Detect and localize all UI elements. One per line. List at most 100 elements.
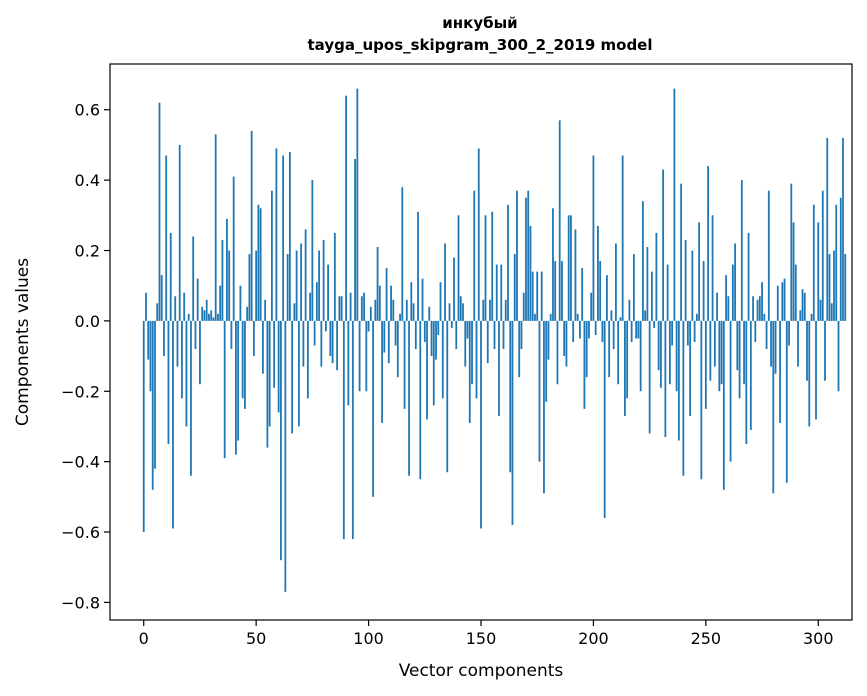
bar bbox=[253, 320, 255, 357]
bar bbox=[446, 320, 449, 473]
bar bbox=[763, 313, 766, 321]
bar bbox=[320, 320, 323, 367]
bar bbox=[342, 320, 345, 540]
bar bbox=[531, 271, 534, 321]
bar bbox=[221, 239, 224, 321]
bar bbox=[306, 320, 309, 399]
bar bbox=[286, 254, 289, 321]
bar bbox=[392, 299, 395, 321]
bar bbox=[700, 320, 703, 480]
bar bbox=[428, 306, 431, 321]
bar bbox=[774, 320, 777, 374]
bar bbox=[646, 246, 649, 321]
bar bbox=[151, 320, 154, 490]
bar bbox=[803, 292, 806, 321]
bar bbox=[158, 102, 161, 321]
bar bbox=[477, 148, 480, 321]
bar bbox=[356, 88, 359, 321]
bar bbox=[650, 271, 653, 321]
bar bbox=[163, 320, 165, 357]
bar bbox=[772, 320, 775, 494]
bar bbox=[621, 155, 624, 321]
bar bbox=[410, 282, 413, 321]
bar bbox=[677, 320, 680, 441]
bar bbox=[268, 320, 271, 427]
bar bbox=[331, 320, 334, 364]
bar bbox=[615, 243, 617, 321]
bar bbox=[367, 320, 370, 332]
bar bbox=[257, 204, 260, 321]
bar bbox=[534, 313, 536, 321]
bar bbox=[754, 320, 757, 342]
bar bbox=[297, 320, 300, 427]
bar bbox=[671, 320, 674, 346]
bar bbox=[309, 292, 312, 321]
bar bbox=[354, 159, 356, 321]
bar bbox=[547, 320, 550, 360]
bar bbox=[208, 313, 210, 321]
bar bbox=[563, 320, 566, 357]
bar bbox=[783, 278, 786, 321]
bar bbox=[509, 320, 512, 473]
bar bbox=[360, 296, 363, 321]
bar bbox=[172, 320, 174, 529]
bar bbox=[466, 320, 469, 339]
bar bbox=[419, 320, 422, 480]
bar bbox=[226, 218, 228, 321]
bar bbox=[507, 204, 509, 321]
bar bbox=[628, 299, 631, 321]
bar bbox=[785, 320, 788, 483]
bar bbox=[799, 310, 802, 321]
bar bbox=[729, 320, 732, 462]
bar bbox=[217, 313, 219, 321]
bar bbox=[666, 264, 669, 321]
bar bbox=[313, 320, 316, 346]
bar bbox=[711, 215, 714, 321]
bar bbox=[570, 215, 572, 321]
bar bbox=[248, 254, 251, 321]
plot-area-frame bbox=[109, 63, 853, 621]
bar bbox=[536, 271, 539, 321]
bar bbox=[653, 320, 656, 328]
bar bbox=[812, 204, 815, 321]
bar bbox=[689, 320, 692, 416]
bar bbox=[635, 320, 638, 339]
bar bbox=[806, 320, 808, 381]
bar bbox=[743, 320, 745, 385]
bar bbox=[351, 320, 354, 540]
bar bbox=[230, 320, 233, 350]
bar bbox=[801, 289, 804, 321]
bar bbox=[484, 215, 487, 321]
bar bbox=[817, 222, 820, 321]
bar bbox=[765, 320, 768, 350]
bar bbox=[329, 320, 332, 357]
bar bbox=[736, 320, 739, 371]
bar bbox=[740, 180, 743, 321]
bar bbox=[828, 254, 831, 321]
x-tick-label: 0 bbox=[139, 629, 149, 648]
bar bbox=[347, 320, 350, 406]
bar bbox=[691, 250, 694, 321]
bar bbox=[264, 299, 267, 321]
bar bbox=[695, 313, 698, 321]
bar bbox=[327, 264, 329, 321]
bar bbox=[684, 239, 687, 321]
bar bbox=[455, 320, 458, 350]
bar bbox=[365, 320, 368, 392]
bar bbox=[441, 320, 444, 399]
bar bbox=[725, 275, 727, 321]
bar bbox=[639, 320, 642, 392]
bar bbox=[552, 208, 554, 321]
bar bbox=[504, 299, 507, 321]
bar bbox=[174, 296, 177, 321]
bar bbox=[405, 299, 408, 321]
bar bbox=[435, 320, 437, 360]
bar bbox=[682, 320, 685, 476]
bar bbox=[374, 299, 377, 321]
bar bbox=[315, 282, 318, 321]
bar bbox=[835, 204, 838, 321]
bar bbox=[720, 320, 723, 385]
bar bbox=[491, 211, 494, 321]
bar bbox=[244, 320, 246, 409]
bar bbox=[603, 320, 606, 518]
